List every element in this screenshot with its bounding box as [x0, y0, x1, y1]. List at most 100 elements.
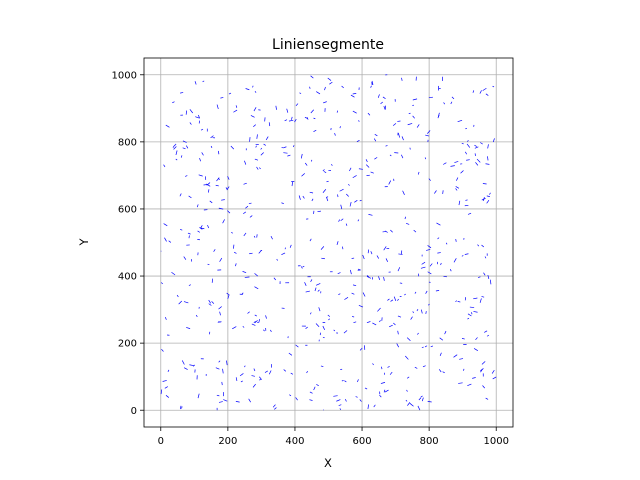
line-segment: [179, 228, 183, 231]
line-segment: [323, 101, 327, 104]
line-segment: [387, 366, 390, 368]
line-segment: [289, 394, 292, 397]
line-segment: [283, 146, 287, 149]
line-segment: [340, 218, 344, 222]
line-segment: [210, 145, 213, 149]
line-segment: [173, 146, 177, 150]
line-segment: [314, 287, 317, 292]
line-segment: [165, 395, 170, 398]
line-segment: [327, 314, 331, 317]
line-segment: [357, 219, 360, 222]
line-segment: [454, 161, 459, 163]
line-segment: [292, 145, 295, 148]
line-segment: [263, 143, 266, 146]
line-segment: [377, 94, 380, 98]
line-segment: [216, 104, 219, 110]
line-segment: [486, 199, 490, 204]
line-segment: [489, 279, 492, 285]
line-segment: [227, 294, 230, 299]
line-segment: [316, 91, 321, 95]
line-segment: [344, 380, 347, 383]
line-segment: [479, 298, 482, 303]
line-segment: [467, 383, 472, 387]
line-segment: [404, 216, 406, 220]
line-segment: [405, 222, 410, 225]
line-segment: [187, 232, 191, 235]
line-segment: [339, 188, 344, 192]
line-segment: [255, 145, 257, 148]
line-segment: [397, 330, 399, 335]
line-segment: [406, 389, 408, 392]
line-segment: [230, 145, 235, 150]
line-segment: [451, 96, 455, 100]
line-segment: [461, 338, 465, 340]
line-segment: [252, 85, 254, 88]
gridlines: [144, 58, 513, 427]
line-segment: [302, 265, 305, 268]
line-segment: [275, 105, 277, 110]
line-segment: [417, 332, 419, 335]
line-segment: [435, 290, 440, 292]
line-segment: [195, 314, 198, 317]
line-segment: [491, 370, 495, 374]
line-segment: [175, 158, 178, 161]
line-segment: [383, 276, 385, 281]
line-segment: [233, 251, 237, 254]
line-segment: [180, 155, 183, 158]
line-segment: [260, 147, 263, 150]
line-segment: [183, 256, 187, 260]
y-tick-label: 600: [118, 205, 137, 216]
line-segment: [421, 397, 424, 402]
line-segment: [459, 358, 464, 360]
line-segment: [336, 110, 339, 113]
line-segment: [183, 301, 189, 304]
line-segment: [482, 183, 487, 185]
line-segment: [485, 163, 490, 165]
line-segment: [352, 316, 355, 318]
line-segment: [273, 277, 277, 281]
line-segment: [245, 88, 250, 91]
line-segment: [479, 90, 482, 94]
line-segment: [320, 365, 324, 368]
line-segment: [342, 246, 344, 250]
line-segment: [343, 330, 348, 334]
line-segment: [235, 263, 237, 267]
line-segment: [324, 86, 326, 91]
line-segment: [218, 360, 221, 363]
line-segment: [421, 261, 426, 265]
line-segment: [382, 96, 386, 99]
line-segment: [390, 299, 394, 302]
line-segment: [209, 200, 213, 204]
line-segment: [368, 214, 373, 216]
line-segment: [309, 399, 313, 401]
line-segment: [466, 159, 470, 161]
line-segment: [344, 398, 347, 402]
line-segment: [309, 312, 312, 315]
line-segment: [294, 119, 297, 123]
line-segment: [354, 200, 358, 203]
line-segment: [465, 199, 468, 201]
line-segment: [406, 337, 411, 342]
line-segment: [227, 210, 231, 214]
line-segment: [243, 211, 247, 214]
line-segment: [253, 321, 256, 323]
line-segment: [453, 258, 457, 263]
line-segment: [404, 293, 406, 296]
line-segment: [471, 312, 473, 315]
line-segment: [172, 144, 176, 148]
line-segment: [163, 164, 166, 168]
line-segment: [322, 325, 326, 331]
line-segment: [393, 322, 396, 326]
line-segment: [464, 253, 469, 255]
line-segment: [372, 363, 374, 366]
line-segment: [450, 101, 453, 105]
line-segment: [357, 379, 359, 383]
line-segment: [366, 275, 370, 278]
line-segment: [367, 249, 370, 254]
line-segment: [180, 92, 184, 94]
line-segment: [427, 401, 432, 403]
line-segment: [222, 219, 225, 224]
line-segment: [322, 189, 327, 193]
line-segment: [397, 315, 402, 318]
line-segment: [291, 181, 294, 187]
